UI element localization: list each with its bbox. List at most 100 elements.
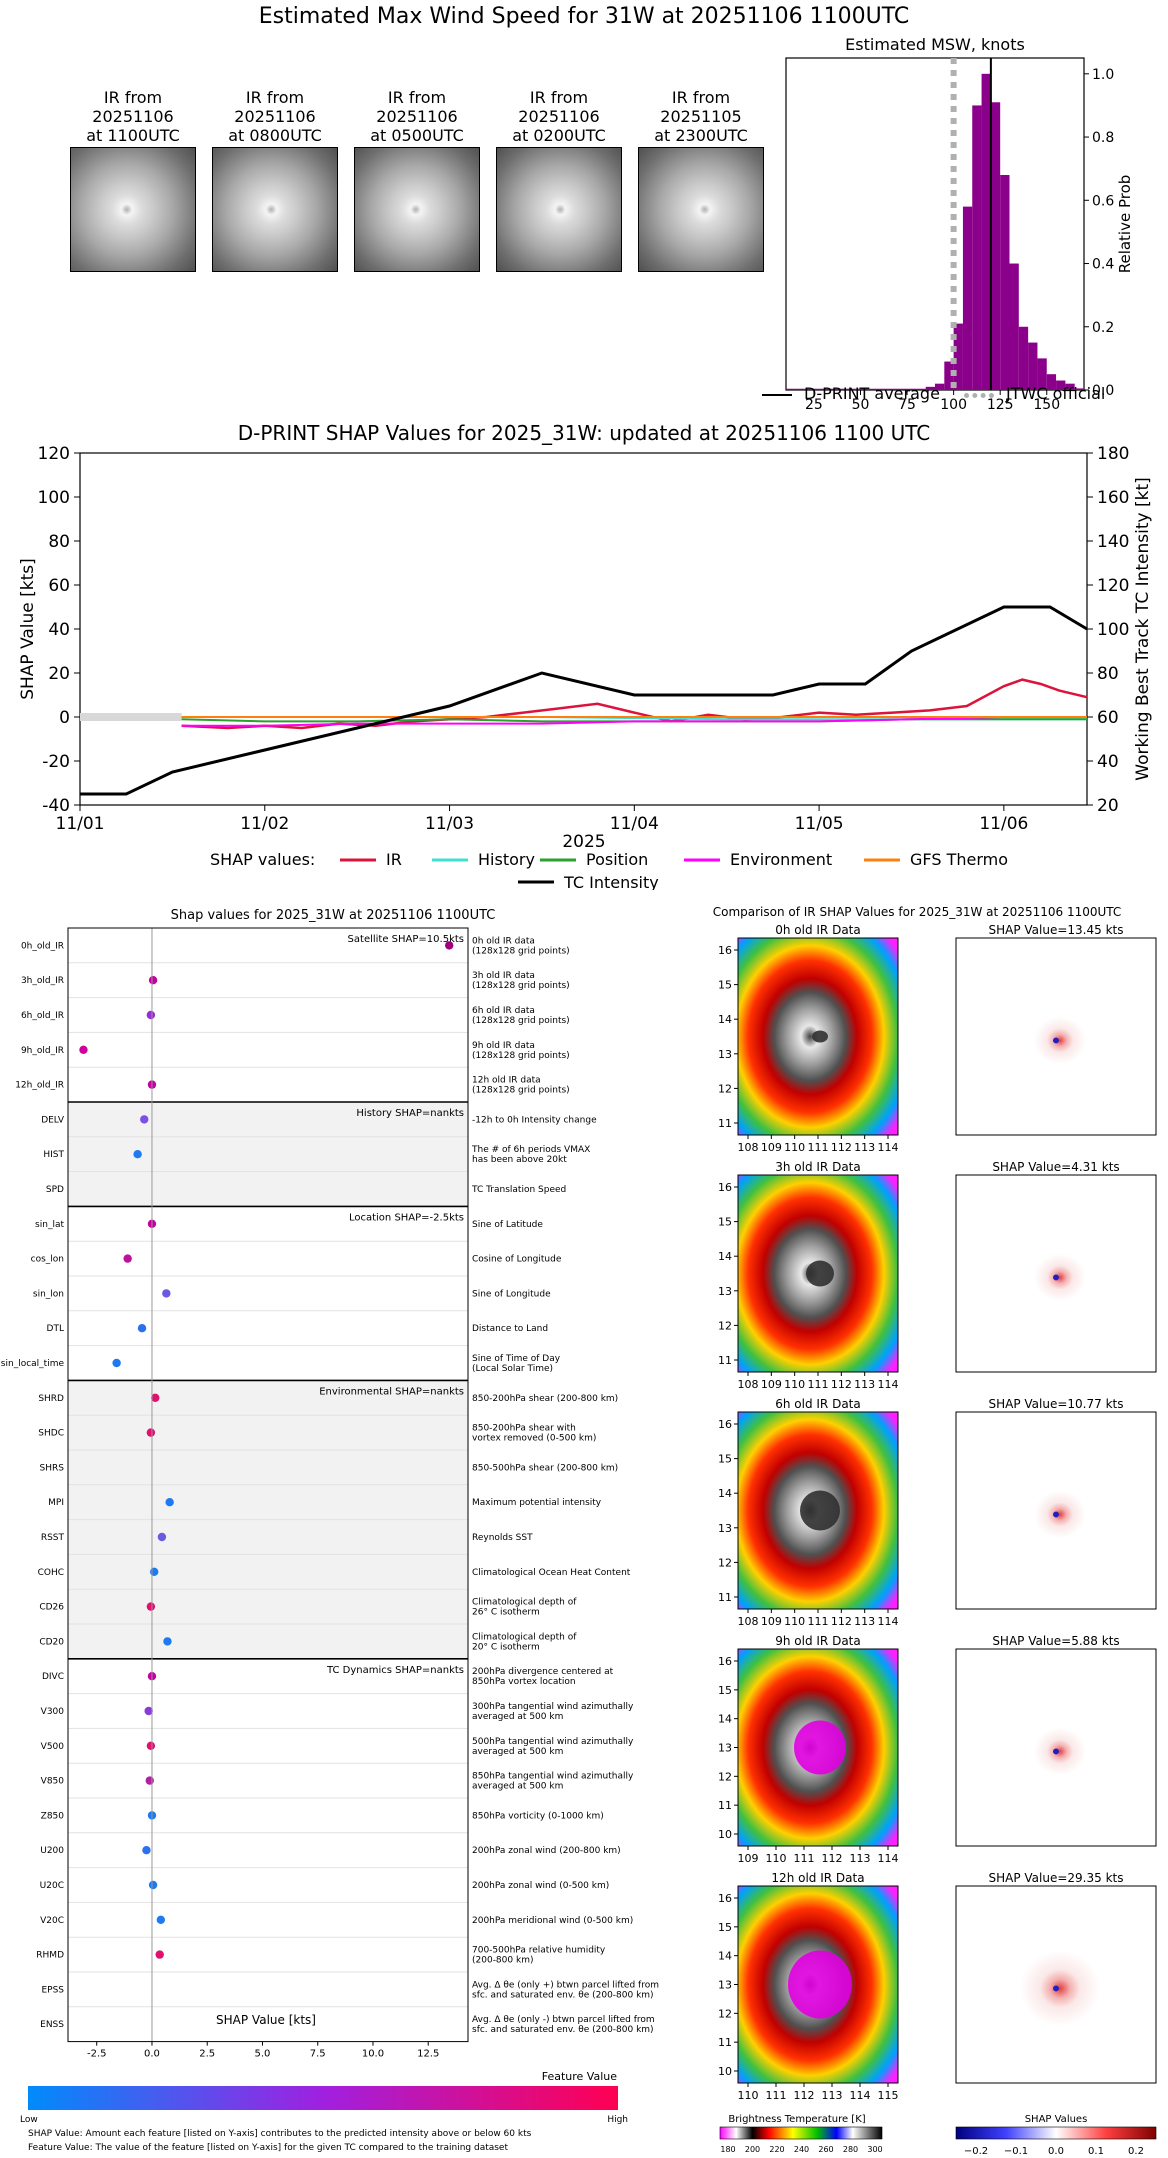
feature-shap-dot [148,1880,158,1890]
ir-ytick-label: 12 [718,1319,732,1332]
feature-name-label: DIVC [42,1672,64,1682]
feature-description: (128x128 grid points) [472,1016,570,1026]
timeseries-ylabel-right: Working Best Track TC Intensity [kt] [1133,477,1153,781]
ir-xtick-label: 109 [738,1852,759,1865]
ir-thumb-image [638,147,764,272]
timeseries-plot-frame [79,452,1088,806]
feature-name-label: SHDC [38,1429,64,1439]
ts-ytick-left-label: 0 [59,708,70,728]
ir-panel-title: 9h old IR Data [775,1634,861,1648]
ir-panel-title: 3h old IR Data [775,1160,861,1174]
ir-thumb-caption: IR from 20251106 at 0200UTC [476,88,642,145]
ts-xtick-label: 11/01 [56,814,105,834]
feature-shap-dot [165,1498,174,1507]
ir-ytick-label: 12 [718,1556,732,1569]
ir-ytick-label: 12 [718,1082,732,1095]
shap-panel-title: SHAP Value=5.88 kts [992,1634,1119,1648]
ir-ytick-label: 15 [718,1684,732,1697]
ir-xtick-label: 114 [878,1615,899,1628]
ir-ytick-label: 11 [718,1354,732,1367]
histogram-bar [1000,174,1010,390]
feature-shap-dot [148,976,158,985]
ts-ytick-left-label: -40 [42,796,70,816]
feature-description: (128x128 grid points) [472,1051,570,1061]
histogram-bar [897,388,908,390]
bt-colorbar-title: Brightness Temperature [K] [728,2114,865,2125]
ir-thumb-caption-line: IR from [245,88,305,107]
ir-ytick-label: 14 [718,1487,732,1500]
feature-description: sfc. and saturated env. θe (200-800 km) [472,1990,654,2000]
histogram-ytick-label: 0.0 [1092,383,1114,399]
ir-ytick-label: 15 [718,1921,732,1934]
ir-xtick-label: 112 [831,1615,852,1628]
bt-colorbar-tick: 180 [720,2145,735,2154]
histogram-bar [944,361,954,390]
ir-xtick-label: 113 [854,1615,875,1628]
ir-ytick-label: 16 [718,1892,732,1905]
feature-shap-dot [140,1115,149,1124]
feature-name-label: 12h_old_IR [15,1081,64,1091]
feature-description: Distance to Land [472,1324,548,1334]
shap-map-core [1053,1985,1059,1992]
ts-ytick-right-label: 120 [1097,576,1129,596]
ir-xtick-label: 109 [761,1378,782,1391]
feature-description: Avg. Δ θe (only -) btwn parcel lifted fr… [472,2015,655,2025]
feature-description: 20° C isotherm [472,1642,540,1652]
ir-thumb-caption-line: IR from [671,88,731,107]
feature-description: 500hPa tangential wind azimuthally [472,1737,634,1747]
legend-jtwc-label: JTWC official [1006,384,1106,403]
ts-ytick-left-label: 120 [38,444,70,464]
feature-shap-dot [79,1045,88,1054]
ir-xtick-label: 113 [822,2089,843,2102]
ir-ytick-label: 11 [718,1117,732,1130]
feature-description: 300hPa tangential wind azimuthally [472,1702,634,1712]
feature-shap-dot [146,1010,156,1020]
histogram-ytick-label: 0.4 [1092,257,1114,273]
legend-avg-label: D-PRINT average [804,384,940,403]
feature-xtick-label: -2.5 [87,2049,107,2060]
feature-description: 850-200hPa shear (200-800 km) [472,1394,618,1404]
feature-plot-frame [67,927,469,2043]
feature-name-label: MPI [48,1498,64,1508]
shap-colorbar-tick: −0.2 [964,2146,988,2157]
ir-thumb-caption-line: at 1100UTC [86,126,180,145]
ts-ytick-right-label: 80 [1097,664,1119,684]
feature-name-label: 3h_old_IR [21,976,64,986]
ir-eye-region [800,1490,840,1531]
feature-value-colorbar [28,2086,618,2110]
feature-shap-dot [137,1324,147,1333]
ir-thumb-caption-line: at 0500UTC [370,126,464,145]
histogram-bar [786,388,796,390]
feature-shap-dot [144,1706,153,1716]
ir-ytick-label: 16 [718,1655,732,1668]
feature-shap-dot [157,1532,167,1542]
histogram-bar [907,388,917,390]
feature-name-label: HIST [43,1150,64,1160]
histogram-bar [972,105,982,390]
feature-name-label: DTL [47,1324,64,1334]
ir-xtick-label: 108 [738,1141,759,1154]
ir-ytick-label: 13 [718,1522,732,1535]
shap-colorbar-tick: 0.0 [1048,2146,1064,2157]
ir-xtick-label: 112 [822,1852,843,1865]
feature-name-label: V500 [41,1742,65,1752]
ir-ytick-label: 11 [718,2036,732,2049]
ir-ytick-label: 15 [718,979,732,992]
ts-xtick-label: 11/06 [979,814,1028,834]
ir-eye-region [812,1030,828,1043]
feature-description: (200-800 km) [472,1956,533,1966]
feature-description: Sine of Longitude [472,1289,551,1299]
ir-ytick-label: 13 [718,1979,732,1992]
feature-description: Climatological Ocean Heat Content [472,1568,631,1578]
feature-description: 200hPa divergence centered at [472,1667,614,1677]
ir-xtick-label: 112 [831,1141,852,1154]
ir-ytick-label: 10 [718,1828,732,1841]
histogram-bar [1056,380,1066,390]
ts-xtick-label: 11/05 [795,814,844,834]
ir-xtick-label: 113 [850,1852,871,1865]
feature-shap-dot [162,1289,171,1298]
ir-thumb-image [70,147,196,272]
ir-eye-region [806,1260,834,1287]
histogram-xtick-label: 75 [898,397,916,410]
feature-description: (Local Solar Time) [472,1364,553,1374]
